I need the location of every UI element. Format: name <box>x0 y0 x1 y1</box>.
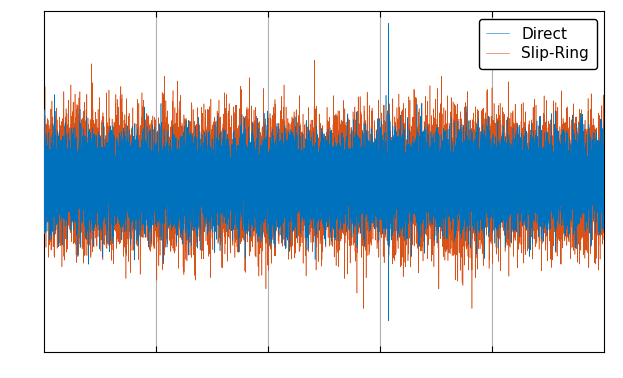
Slip-Ring <box>442 149 449 153</box>
Slip-Ring <box>601 203 608 208</box>
Direct <box>442 165 449 169</box>
Slip-Ring <box>379 163 386 167</box>
Direct <box>179 169 187 174</box>
Slip-Ring <box>400 236 407 241</box>
Direct <box>379 205 386 209</box>
Line: Direct: Direct <box>44 23 604 321</box>
Direct <box>385 319 392 323</box>
Direct <box>385 21 392 26</box>
Slip-Ring <box>305 211 313 216</box>
Direct <box>601 114 608 118</box>
Slip-Ring <box>311 58 318 62</box>
Direct <box>305 136 313 140</box>
Slip-Ring <box>179 150 187 155</box>
Direct <box>564 215 572 220</box>
Slip-Ring <box>360 306 368 311</box>
Direct <box>40 184 47 188</box>
Direct <box>400 156 407 160</box>
Legend: Direct, Slip-Ring: Direct, Slip-Ring <box>478 19 597 69</box>
Line: Slip-Ring: Slip-Ring <box>44 60 604 308</box>
Slip-Ring <box>564 208 572 212</box>
Slip-Ring <box>40 197 47 201</box>
